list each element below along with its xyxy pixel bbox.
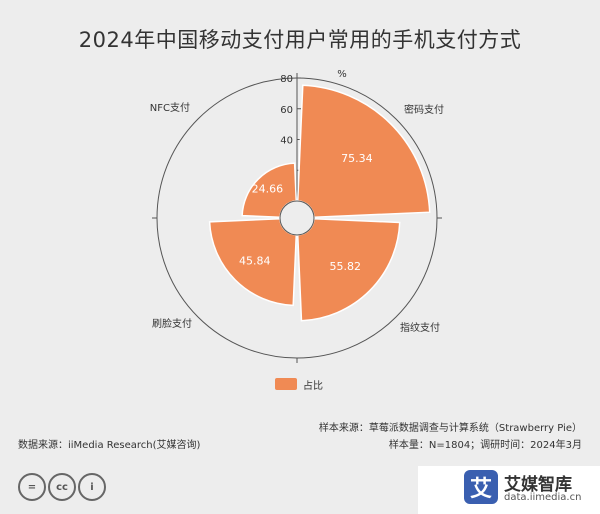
sample-info: 样本量：N=1804；调研时间：2024年3月 bbox=[388, 440, 582, 451]
person-icon: i bbox=[78, 473, 106, 501]
data-source: 数据来源：iiMedia Research(艾媒咨询) bbox=[18, 440, 201, 451]
radial-tick-label: 40 bbox=[280, 136, 293, 147]
value-label: 24.66 bbox=[252, 182, 284, 195]
value-label: 75.34 bbox=[341, 152, 373, 165]
category-label: 密码支付 bbox=[404, 103, 444, 116]
sample-source: 样本来源：草莓派数据调查与计算系统（Strawberry Pie） bbox=[318, 423, 582, 434]
brand-url: data.iimedia.cn bbox=[504, 492, 582, 503]
radial-unit-label: % bbox=[337, 69, 347, 80]
equals-icon: = bbox=[18, 473, 46, 501]
radial-tick-label: 80 bbox=[280, 74, 293, 85]
radial-tick-label: 60 bbox=[280, 105, 293, 116]
category-label: 指纹支付 bbox=[400, 321, 440, 334]
chart-title: 2024年中国移动支付用户常用的手机支付方式 bbox=[78, 28, 522, 52]
category-label: 刷脸支付 bbox=[152, 317, 192, 330]
value-label: 45.84 bbox=[239, 254, 271, 267]
cc-icon: cc bbox=[48, 473, 76, 501]
polar-inner-ring bbox=[279, 200, 315, 236]
brand-name: 艾媒智库 bbox=[504, 475, 572, 495]
brand-watermark: 艾 艾媒智库 data.iimedia.cn bbox=[418, 466, 600, 514]
value-label: 55.82 bbox=[329, 260, 361, 273]
legend-label: 占比 bbox=[303, 380, 323, 392]
license-icons: = cc i bbox=[18, 473, 106, 501]
category-label: NFC支付 bbox=[150, 101, 190, 114]
legend[interactable]: 占比 bbox=[275, 377, 323, 392]
brand-logo-icon: 艾 bbox=[464, 470, 498, 504]
legend-swatch bbox=[275, 378, 297, 390]
